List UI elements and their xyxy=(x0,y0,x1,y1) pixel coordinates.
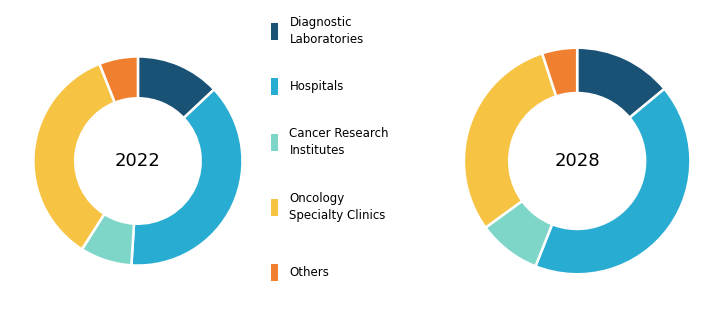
Wedge shape xyxy=(99,56,138,103)
Wedge shape xyxy=(486,201,552,266)
Wedge shape xyxy=(542,48,577,96)
Text: Cancer Research
Institutes: Cancer Research Institutes xyxy=(290,128,389,157)
Text: Oncology
Specialty Clinics: Oncology Specialty Clinics xyxy=(290,192,386,223)
Text: Diagnostic
Laboratories: Diagnostic Laboratories xyxy=(290,16,364,46)
Wedge shape xyxy=(577,48,664,118)
Text: Hospitals: Hospitals xyxy=(290,80,344,93)
Wedge shape xyxy=(536,89,690,274)
Text: 2022: 2022 xyxy=(115,152,161,170)
Bar xyxy=(271,264,278,281)
Bar xyxy=(271,78,278,95)
Wedge shape xyxy=(131,90,242,266)
Bar xyxy=(271,134,278,151)
Bar xyxy=(271,199,278,216)
Wedge shape xyxy=(464,53,556,228)
Wedge shape xyxy=(138,56,214,118)
Text: 2028: 2028 xyxy=(555,152,600,170)
Text: Others: Others xyxy=(290,266,330,279)
Wedge shape xyxy=(33,64,115,249)
Wedge shape xyxy=(82,214,134,265)
Bar xyxy=(271,23,278,40)
